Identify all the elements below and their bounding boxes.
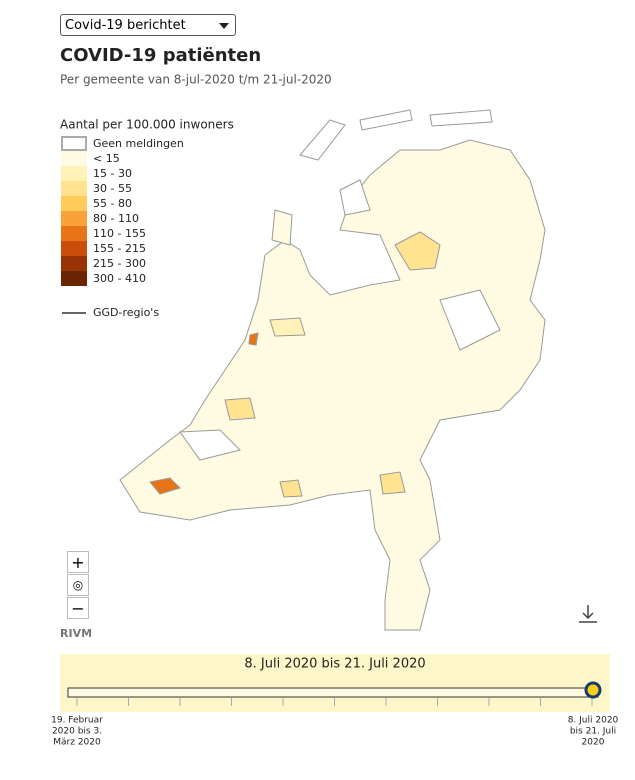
timeline-start-label: 2020 bis 3. <box>52 727 102 737</box>
legend-label: 300 - 410 <box>93 272 146 285</box>
region <box>379 471 406 495</box>
legend-swatch <box>61 241 87 256</box>
region <box>339 179 371 216</box>
island <box>359 109 413 131</box>
timeline-label: 8. Juli 2020 bis 21. Juli 2020 <box>244 657 425 672</box>
timeline-end-label: 8. Juli 2020 <box>568 716 619 726</box>
region <box>224 397 256 421</box>
dropdown[interactable]: Covid-19 berichtet <box>60 14 236 36</box>
legend-swatch <box>61 256 87 271</box>
timeline-handle[interactable] <box>584 681 602 699</box>
timeline-ticks <box>76 698 593 706</box>
island <box>271 209 293 246</box>
download-icon[interactable] <box>579 605 597 623</box>
timeline-end-label: 2020 <box>582 738 605 748</box>
region <box>439 289 501 351</box>
region <box>279 479 303 498</box>
timeline-end-label: bis 21. Juli <box>570 727 616 737</box>
legend-swatch <box>61 136 87 151</box>
legend-swatch <box>61 271 87 286</box>
legend-label: 55 - 80 <box>93 197 132 210</box>
region <box>269 317 306 337</box>
legend-swatch <box>61 196 87 211</box>
locate-button[interactable]: ◎ <box>67 574 89 596</box>
legend-label: 30 - 55 <box>93 182 132 195</box>
region <box>179 429 241 461</box>
legend-label: 110 - 155 <box>93 227 146 240</box>
legend-label: 80 - 110 <box>93 212 139 225</box>
legend-label: GGD-regio's <box>93 306 159 319</box>
zoom-in-button[interactable]: + <box>67 551 89 573</box>
island <box>299 119 346 161</box>
source: RIVM <box>60 627 92 640</box>
legend-label: Geen meldingen <box>93 137 184 150</box>
legend-swatch <box>61 226 87 241</box>
legend-swatch <box>61 166 87 181</box>
zoom-out-button[interactable]: − <box>67 597 89 619</box>
island <box>429 109 493 127</box>
timeline-start-label: März 2020 <box>53 738 101 748</box>
timeline-track <box>67 687 599 698</box>
legend-label: 155 - 215 <box>93 242 146 255</box>
region <box>248 332 259 346</box>
timeline-start-label: 19. Februar <box>51 716 103 726</box>
map <box>119 109 546 631</box>
legend-label: < 15 <box>93 152 120 165</box>
legend-label: 15 - 30 <box>93 167 132 180</box>
legend-swatch <box>61 211 87 226</box>
legend-swatch <box>61 181 87 196</box>
title: COVID-19 patiënten <box>60 45 261 66</box>
legend-swatch <box>61 151 87 166</box>
legend-title: Aantal per 100.000 inwoners <box>60 118 234 132</box>
legend-label: 215 - 300 <box>93 257 146 270</box>
subtitle: Per gemeente van 8-jul-2020 t/m 21-jul-2… <box>60 73 332 87</box>
region <box>394 231 441 271</box>
region <box>149 477 181 495</box>
netherlands <box>119 139 546 631</box>
